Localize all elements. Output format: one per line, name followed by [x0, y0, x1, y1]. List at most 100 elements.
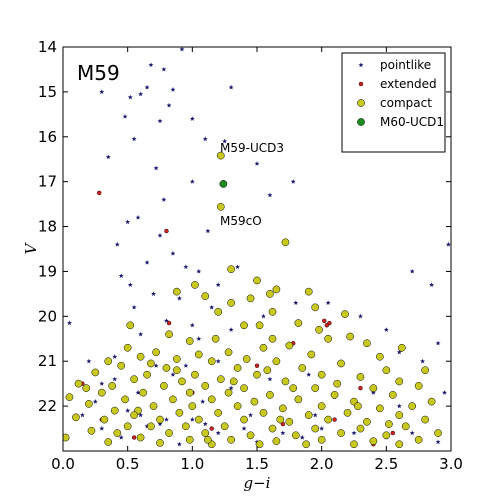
compact-point — [279, 404, 287, 413]
extended-point — [324, 323, 330, 328]
compact-point — [354, 402, 362, 410]
compact-point — [139, 388, 148, 397]
compact-point — [253, 276, 261, 285]
compact-point — [108, 382, 116, 390]
compact-point — [216, 151, 225, 160]
compact-point — [220, 422, 229, 431]
pointlike-point — [290, 179, 296, 184]
compact-point — [227, 299, 235, 307]
compact-point — [324, 415, 332, 424]
x-tick-label: 2.5 — [374, 455, 398, 473]
compact-point — [65, 393, 74, 401]
compact-point — [255, 321, 264, 330]
legend-marker-m60-ucd1 — [357, 118, 365, 126]
compact-point — [123, 422, 132, 431]
compact-point — [427, 397, 436, 406]
compact-point — [414, 382, 423, 390]
compact-point — [169, 395, 177, 404]
pointlike-point — [299, 434, 305, 440]
compact-point — [272, 437, 281, 445]
y-tick-label: 15 — [38, 83, 57, 101]
compact-point — [147, 422, 155, 431]
pointlike-point — [127, 282, 133, 288]
compact-point — [388, 391, 397, 399]
extended-point — [358, 385, 363, 391]
compact-point — [113, 429, 122, 437]
compact-point — [207, 395, 216, 404]
compact-point — [143, 370, 151, 379]
pointlike-point — [435, 439, 441, 445]
pointlike-point — [235, 264, 241, 270]
extended-point — [209, 426, 214, 431]
pointlike-point — [202, 136, 208, 142]
compact-point — [156, 415, 164, 424]
compact-point — [408, 402, 417, 410]
compact-point — [194, 350, 203, 359]
compact-point — [149, 402, 158, 410]
y-tick-label: 14 — [38, 38, 57, 56]
compact-point — [294, 319, 303, 327]
pointlike-point — [170, 372, 176, 377]
compact-point — [337, 359, 345, 368]
legend-label-compact: compact — [380, 96, 432, 110]
pointlike-point — [176, 295, 182, 301]
compact-point — [369, 437, 378, 445]
pointlike-point — [293, 300, 299, 305]
pointlike-point — [222, 138, 228, 144]
pointlike-point — [267, 376, 273, 382]
compact-point — [302, 440, 310, 449]
compact-point — [130, 411, 138, 419]
compact-point — [268, 307, 277, 316]
compact-point — [185, 337, 194, 345]
extended-point — [322, 318, 327, 324]
annotation-m59-ucd3: M59-UCD3 — [220, 141, 284, 155]
compact-point — [385, 420, 393, 428]
compact-point — [172, 287, 181, 296]
compact-point — [246, 431, 255, 440]
pointlike-point — [370, 390, 376, 395]
compact-point — [214, 408, 223, 417]
compact-point — [330, 391, 339, 399]
compact-point — [346, 332, 354, 341]
compact-point — [369, 384, 378, 393]
pointlike-point — [202, 421, 208, 427]
compact-point — [263, 366, 272, 375]
compact-point — [185, 435, 194, 444]
x-axis-label: g−i — [244, 474, 271, 492]
compact-point — [191, 370, 199, 379]
compact-point — [172, 355, 181, 363]
compact-point — [240, 384, 248, 393]
extended-point — [97, 190, 102, 196]
compact-point — [224, 388, 233, 397]
pointlike-point — [280, 430, 286, 436]
compact-point — [285, 341, 294, 350]
pointlike-point — [99, 381, 105, 386]
m60-ucd1-point — [219, 180, 228, 188]
pointlike-point — [138, 412, 144, 418]
compact-point — [276, 415, 285, 424]
extended-point — [332, 417, 337, 422]
compact-point — [162, 364, 171, 372]
pointlike-point — [161, 66, 167, 72]
pointlike-point — [118, 273, 124, 279]
compact-point — [266, 391, 274, 399]
compact-point — [152, 348, 160, 357]
legend-marker-extended — [358, 81, 364, 87]
compact-point — [227, 265, 235, 274]
pointlike-point — [215, 358, 221, 364]
pointlike-point — [138, 331, 144, 337]
compact-point — [216, 375, 225, 384]
pointlike-point — [144, 259, 150, 265]
pointlike-point — [99, 425, 105, 431]
compact-point — [240, 415, 248, 424]
pointlike-point — [254, 161, 260, 166]
compact-point — [414, 435, 423, 444]
pointlike-point — [144, 84, 150, 90]
pointlike-point — [396, 403, 402, 409]
compact-point — [136, 352, 145, 361]
extended-point — [390, 430, 395, 436]
compact-point — [147, 359, 155, 368]
pointlike-point — [429, 282, 435, 288]
pointlike-point — [409, 430, 415, 436]
pointlike-point — [357, 313, 363, 319]
